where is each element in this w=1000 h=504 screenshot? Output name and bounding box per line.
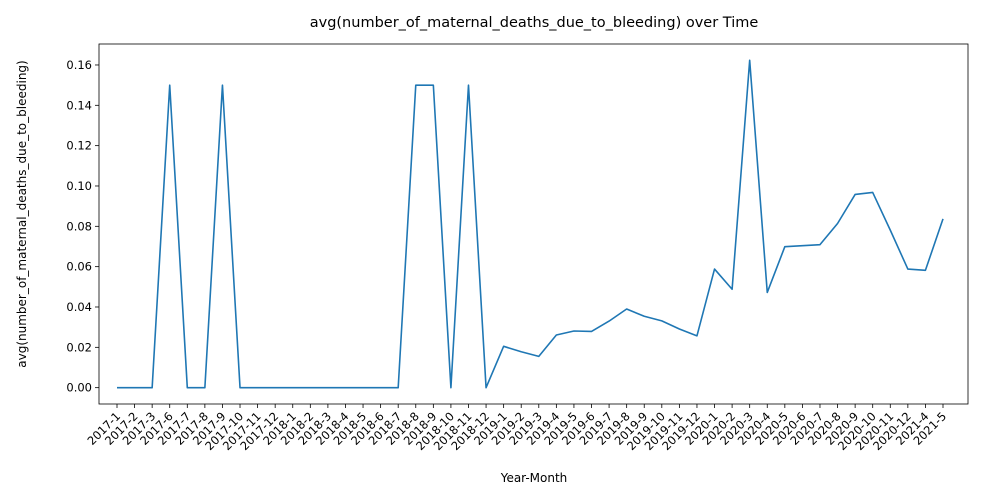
- y-tick-label: 0.06: [66, 260, 92, 274]
- y-axis-label: avg(number_of_maternal_deaths_due_to_ble…: [15, 60, 29, 367]
- y-tick-label: 0.04: [66, 300, 92, 314]
- y-tick-label: 0.08: [66, 219, 92, 233]
- y-tick-label: 0.02: [66, 340, 92, 354]
- chart-title: avg(number_of_maternal_deaths_due_to_ble…: [310, 15, 759, 31]
- y-tick-label: 0.10: [66, 179, 92, 193]
- y-axis: 0.00 0.02 0.04 0.06 0.08 0.10 0.12 0.14 0.16: [66, 58, 99, 395]
- y-tick-label: 0.12: [66, 139, 92, 153]
- y-tick-label: 0.00: [66, 381, 92, 395]
- x-axis-label: Year-Month: [500, 471, 568, 485]
- y-tick-label: 0.16: [66, 58, 92, 72]
- y-tick-label: 0.14: [66, 98, 92, 112]
- x-axis: 2017-12017-22017-32017-62017-72017-82017…: [84, 404, 949, 453]
- series-group: [117, 59, 944, 389]
- series-line: [117, 59, 944, 389]
- plot-area-frame: [98, 43, 969, 405]
